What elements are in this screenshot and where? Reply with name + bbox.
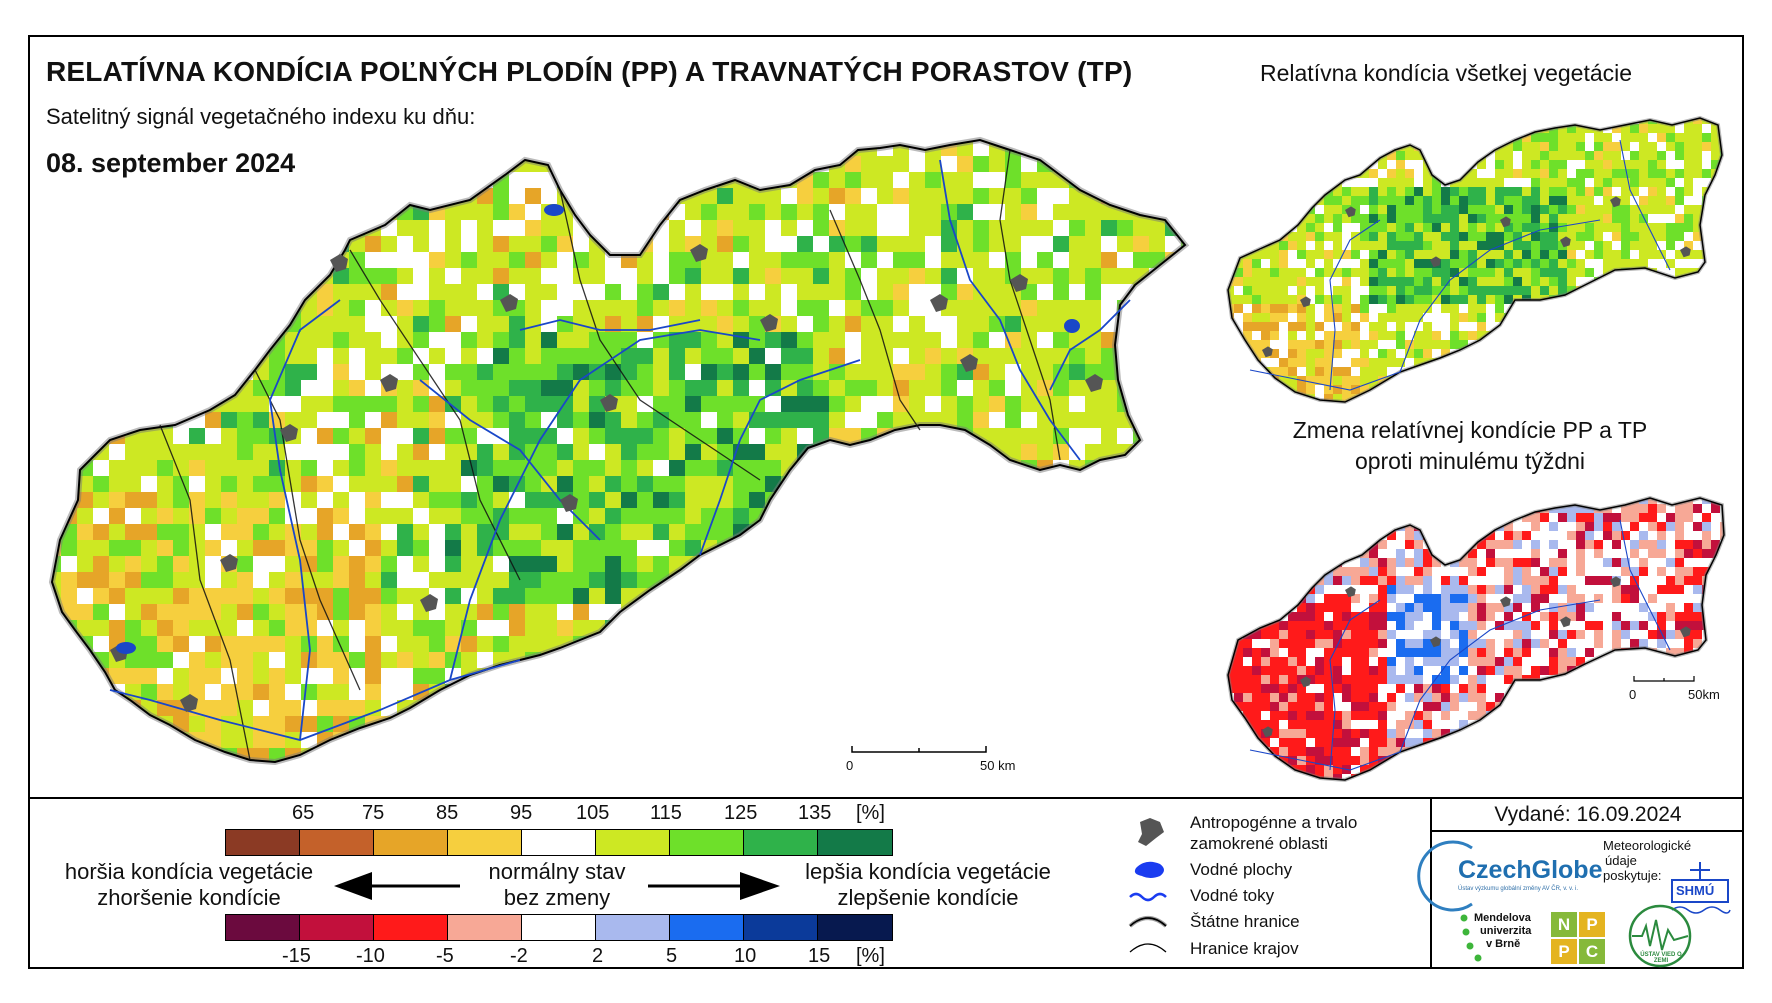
ramp-swatch xyxy=(300,830,374,855)
ramp-swatch xyxy=(670,830,744,855)
ramp-swatch xyxy=(744,830,818,855)
ramp-swatch xyxy=(670,915,744,940)
worse-label: horšia kondícia vegetácie zhoršenie kondí… xyxy=(64,859,314,910)
ramp-swatch xyxy=(522,830,596,855)
ramp-swatch xyxy=(522,915,596,940)
ramp-swatch xyxy=(448,915,522,940)
ramp-swatch xyxy=(448,830,522,855)
nppc-letter: N xyxy=(1551,912,1577,937)
issued-divider xyxy=(1430,830,1744,832)
map-date: 08. september 2024 xyxy=(46,148,296,178)
condition-tick: 85 xyxy=(436,802,459,824)
ramp-swatch xyxy=(744,915,818,940)
footer-divider xyxy=(1430,797,1432,969)
better-label: lepšia kondícia vegetácie zlepšenie kondí… xyxy=(805,859,1051,910)
legend-water-bodies: Vodné plochy xyxy=(1190,860,1293,879)
inset-scale-zero: 0 xyxy=(1629,687,1637,702)
uvz-name: ÚSTAV VIED O ZEMI xyxy=(1640,952,1682,964)
ramp-swatch xyxy=(818,915,892,940)
legend-water-streams: Vodné toky xyxy=(1190,886,1275,905)
legend-state-borders: Štátne hranice xyxy=(1190,912,1300,931)
inset-bottom-title: Zmena relatívnej kondície PP a TP oproti… xyxy=(1292,417,1648,474)
change-color-ramp xyxy=(225,914,893,941)
main-scale-zero: 0 xyxy=(846,758,854,773)
czechglobe-name: CzechGlobe xyxy=(1458,856,1603,884)
nppc-letter: C xyxy=(1579,939,1605,964)
normal-label: normálny stav bez zmeny xyxy=(488,859,626,910)
ramp-swatch xyxy=(300,915,374,940)
ramp-swatch xyxy=(818,830,892,855)
condition-tick: 105 xyxy=(576,802,610,824)
meteo-provider-label: Meteorologické údaje poskytuje: xyxy=(1603,838,1692,883)
nppc-letter: P xyxy=(1551,939,1577,964)
condition-tick: 135 xyxy=(798,802,832,824)
legend-region-borders: Hranice krajov xyxy=(1190,939,1299,958)
inset-top-title: Relatívna kondícia všetkej vegetácie xyxy=(1260,60,1633,86)
condition-tick: 75 xyxy=(362,802,385,824)
ramp-swatch xyxy=(374,915,448,940)
issued-date: Vydané: 16.09.2024 xyxy=(1494,803,1682,826)
ramp-swatch xyxy=(374,830,448,855)
nppc-letter: P xyxy=(1579,912,1605,937)
nppc-logo: N P P C xyxy=(1551,912,1606,964)
change-tick: 15 xyxy=(808,945,831,967)
ramp-swatch xyxy=(226,830,300,855)
main-scale-fifty: 50 km xyxy=(980,758,1016,773)
shmu-text: SHMÚ xyxy=(1676,883,1715,898)
condition-tick: 125 xyxy=(724,802,758,824)
condition-color-ramp xyxy=(225,829,893,856)
change-tick: 10 xyxy=(734,945,757,967)
legend-divider xyxy=(28,797,1744,799)
condition-unit: [%] xyxy=(856,802,885,824)
ramp-swatch xyxy=(596,915,670,940)
change-unit: [%] xyxy=(856,945,885,967)
legend-anthropogenic: Antropogénne a trvalo zamokrené oblasti xyxy=(1190,813,1358,853)
condition-tick: 95 xyxy=(510,802,533,824)
map-subtitle: Satelitný signál vegetačného indexu ku d… xyxy=(46,104,476,129)
change-tick: -2 xyxy=(510,945,528,967)
condition-tick: 65 xyxy=(292,802,315,824)
czechglobe-subtitle: Ústav výzkumu globální změny AV ČR, v. v… xyxy=(1458,886,1579,892)
map-title: RELATÍVNA KONDÍCIA POĽNÝCH PLODÍN (PP) A… xyxy=(46,56,1133,87)
change-tick: 2 xyxy=(592,945,604,967)
change-tick: 5 xyxy=(666,945,678,967)
condition-tick: 115 xyxy=(650,802,682,824)
change-tick: -10 xyxy=(356,945,385,967)
inset-scale-fifty: 50km xyxy=(1688,687,1720,702)
change-tick: -15 xyxy=(282,945,311,967)
change-tick: -5 xyxy=(436,945,454,967)
mendel-university-name: Mendelova univerzita v Brně xyxy=(1474,912,1532,950)
ramp-swatch xyxy=(596,830,670,855)
ramp-swatch xyxy=(226,915,300,940)
